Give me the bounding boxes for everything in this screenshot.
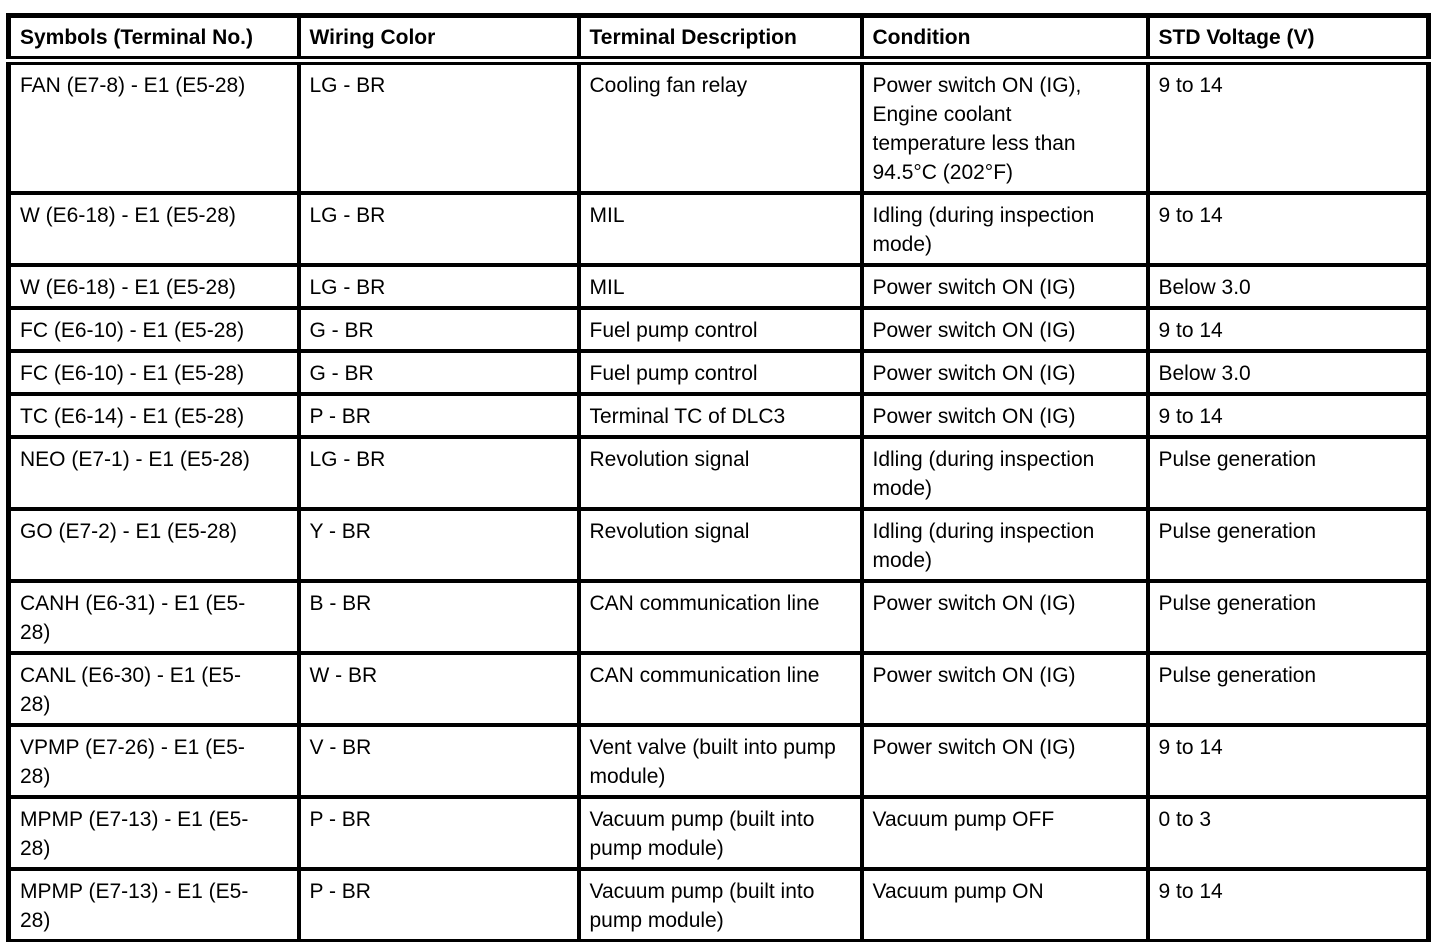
wiring-color-cell: Y - BR (296, 507, 581, 583)
wiring-color-cell: V - BR (296, 723, 581, 799)
condition-cell: Vacuum pump ON (859, 867, 1150, 942)
std-voltage-cell: 9 to 14 (1145, 191, 1431, 267)
terminal-description-cell: Revolution signal (576, 435, 864, 511)
condition-cell: Power switch ON (IG) (859, 651, 1150, 727)
table-row: FC (E6-10) - E1 (E5-28) G - BR Fuel pump… (6, 306, 1431, 353)
table-row: MPMP (E7-13) - E1 (E5- 28) P - BR Vacuum… (6, 867, 1431, 942)
condition-cell: Idling (during inspection mode) (859, 191, 1150, 267)
std-voltage-cell: Pulse generation (1145, 435, 1431, 511)
header-row: Symbols (Terminal No.) Wiring Color Term… (6, 13, 1431, 65)
symbols-cell: FAN (E7-8) - E1 (E5-28) (6, 58, 301, 195)
wiring-color-cell: LG - BR (296, 191, 581, 267)
wiring-color-cell: LG - BR (296, 263, 581, 310)
table-row: CANL (E6-30) - E1 (E5- 28) W - BR CAN co… (6, 651, 1431, 727)
symbols-cell: FC (E6-10) - E1 (E5-28) (6, 306, 301, 353)
table-row: MPMP (E7-13) - E1 (E5- 28) P - BR Vacuum… (6, 795, 1431, 871)
condition-cell: Idling (during inspection mode) (859, 507, 1150, 583)
condition-cell: Power switch ON (IG), Engine coolant tem… (859, 58, 1150, 195)
condition-cell: Power switch ON (IG) (859, 306, 1150, 353)
wiring-color-cell: LG - BR (296, 58, 581, 195)
condition-cell: Power switch ON (IG) (859, 392, 1150, 439)
symbols-cell: MPMP (E7-13) - E1 (E5- 28) (6, 795, 301, 871)
std-voltage-cell: Below 3.0 (1145, 349, 1431, 396)
terminal-description-cell: Terminal TC of DLC3 (576, 392, 864, 439)
table-row: CANH (E6-31) - E1 (E5- 28) B - BR CAN co… (6, 579, 1431, 655)
wiring-color-cell: W - BR (296, 651, 581, 727)
table-row: VPMP (E7-26) - E1 (E5- 28) V - BR Vent v… (6, 723, 1431, 799)
condition-cell: Idling (during inspection mode) (859, 435, 1150, 511)
terminal-description-cell: Vacuum pump (built into pump module) (576, 867, 864, 942)
wiring-color-cell: P - BR (296, 867, 581, 942)
terminal-description-cell: Revolution signal (576, 507, 864, 583)
wiring-color-cell: G - BR (296, 349, 581, 396)
terminal-description-cell: Vent valve (built into pump module) (576, 723, 864, 799)
condition-cell: Power switch ON (IG) (859, 723, 1150, 799)
std-voltage-cell: 9 to 14 (1145, 306, 1431, 353)
std-voltage-cell: Below 3.0 (1145, 263, 1431, 310)
column-header-condition: Condition (859, 13, 1150, 65)
condition-cell: Power switch ON (IG) (859, 263, 1150, 310)
terminal-description-cell: CAN communication line (576, 651, 864, 727)
table-row: NEO (E7-1) - E1 (E5-28) LG - BR Revoluti… (6, 435, 1431, 511)
table-row: GO (E7-2) - E1 (E5-28) Y - BR Revolution… (6, 507, 1431, 583)
std-voltage-cell: 9 to 14 (1145, 867, 1431, 942)
table-row: TC (E6-14) - E1 (E5-28) P - BR Terminal … (6, 392, 1431, 439)
condition-cell: Vacuum pump OFF (859, 795, 1150, 871)
wiring-color-cell: P - BR (296, 795, 581, 871)
symbols-cell: CANH (E6-31) - E1 (E5- 28) (6, 579, 301, 655)
terminal-description-cell: Fuel pump control (576, 306, 864, 353)
terminal-description-cell: Fuel pump control (576, 349, 864, 396)
column-header-std-voltage: STD Voltage (V) (1145, 13, 1431, 65)
column-header-symbols: Symbols (Terminal No.) (6, 13, 301, 65)
wiring-color-cell: G - BR (296, 306, 581, 353)
column-header-wiring-color: Wiring Color (296, 13, 581, 65)
symbols-cell: VPMP (E7-26) - E1 (E5- 28) (6, 723, 301, 799)
std-voltage-cell: 0 to 3 (1145, 795, 1431, 871)
ecm-terminal-voltage-table: Symbols (Terminal No.) Wiring Color Term… (6, 13, 1431, 942)
table-row: FC (E6-10) - E1 (E5-28) G - BR Fuel pump… (6, 349, 1431, 396)
std-voltage-cell: Pulse generation (1145, 651, 1431, 727)
symbols-cell: CANL (E6-30) - E1 (E5- 28) (6, 651, 301, 727)
table-row: FAN (E7-8) - E1 (E5-28) LG - BR Cooling … (6, 58, 1431, 195)
symbols-cell: W (E6-18) - E1 (E5-28) (6, 191, 301, 267)
symbols-cell: GO (E7-2) - E1 (E5-28) (6, 507, 301, 583)
wiring-color-cell: B - BR (296, 579, 581, 655)
table-row: W (E6-18) - E1 (E5-28) LG - BR MIL Power… (6, 263, 1431, 310)
std-voltage-cell: Pulse generation (1145, 507, 1431, 583)
condition-cell: Power switch ON (IG) (859, 579, 1150, 655)
terminal-description-cell: MIL (576, 191, 864, 267)
std-voltage-cell: 9 to 14 (1145, 723, 1431, 799)
wiring-color-cell: LG - BR (296, 435, 581, 511)
terminal-description-cell: Cooling fan relay (576, 58, 864, 195)
std-voltage-cell: 9 to 14 (1145, 392, 1431, 439)
symbols-cell: TC (E6-14) - E1 (E5-28) (6, 392, 301, 439)
std-voltage-cell: Pulse generation (1145, 579, 1431, 655)
wiring-color-cell: P - BR (296, 392, 581, 439)
symbols-cell: NEO (E7-1) - E1 (E5-28) (6, 435, 301, 511)
terminal-description-cell: Vacuum pump (built into pump module) (576, 795, 864, 871)
terminal-description-cell: CAN communication line (576, 579, 864, 655)
column-header-terminal-description: Terminal Description (576, 13, 864, 65)
symbols-cell: MPMP (E7-13) - E1 (E5- 28) (6, 867, 301, 942)
condition-cell: Power switch ON (IG) (859, 349, 1150, 396)
symbols-cell: FC (E6-10) - E1 (E5-28) (6, 349, 301, 396)
std-voltage-cell: 9 to 14 (1145, 58, 1431, 195)
terminal-description-cell: MIL (576, 263, 864, 310)
table-row: W (E6-18) - E1 (E5-28) LG - BR MIL Idlin… (6, 191, 1431, 267)
symbols-cell: W (E6-18) - E1 (E5-28) (6, 263, 301, 310)
